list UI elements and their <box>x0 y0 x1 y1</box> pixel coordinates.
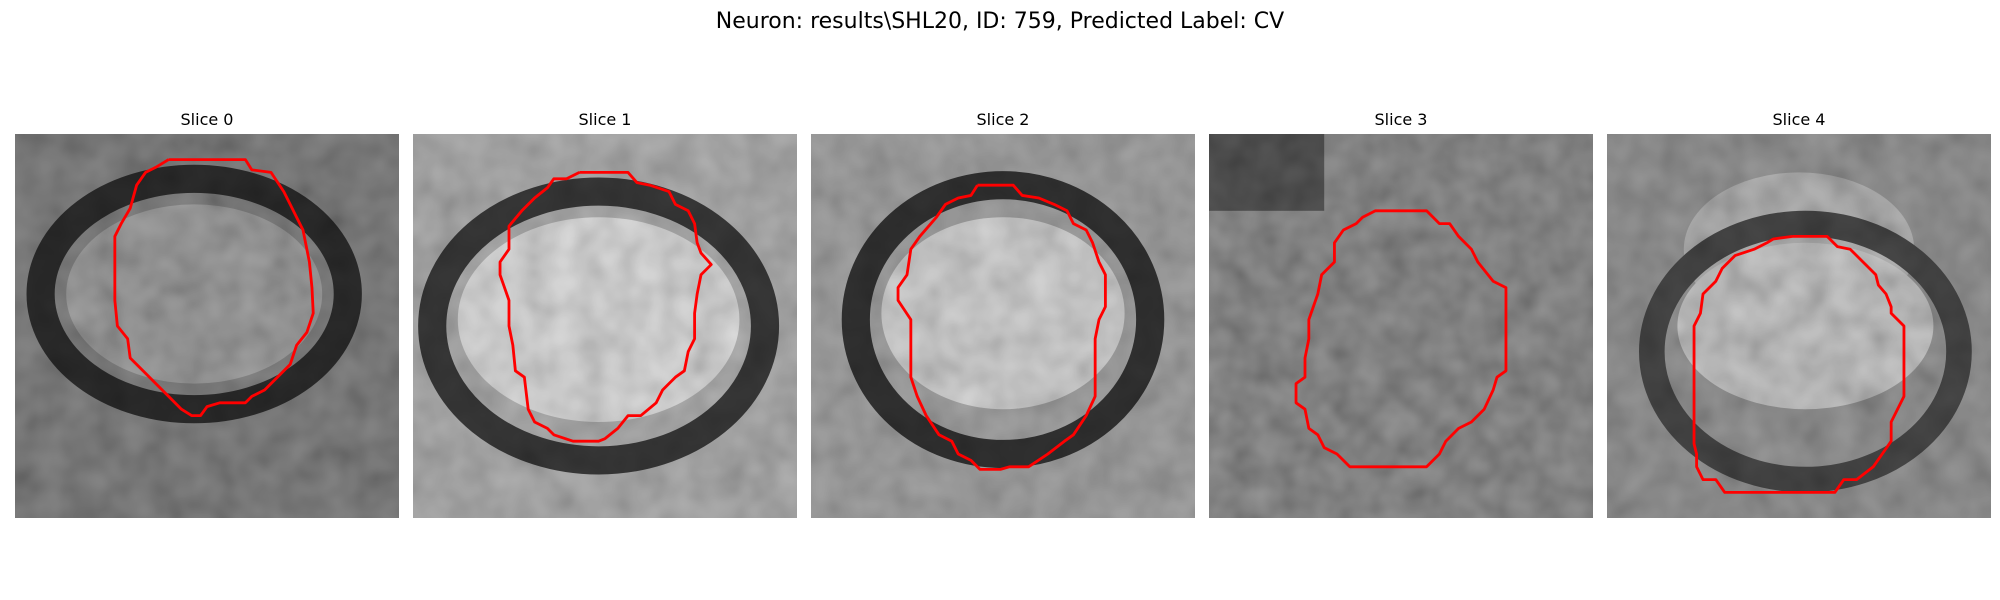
panel-title-slice-4: Slice 4 <box>1772 110 1826 129</box>
contour-line <box>1692 234 1906 494</box>
slice-image-2 <box>811 134 1195 518</box>
contour-line <box>498 170 713 443</box>
panel-title-slice-1: Slice 1 <box>578 110 632 129</box>
contour-line <box>896 183 1107 471</box>
contour-line <box>1294 209 1508 469</box>
panel-title-slice-3: Slice 3 <box>1374 110 1428 129</box>
figure-title: Neuron: results\SHL20, ID: 759, Predicte… <box>715 9 1285 34</box>
slice-image-4 <box>1607 134 1991 518</box>
slice-image-0 <box>15 134 399 518</box>
contour-line <box>113 158 315 418</box>
slice-image-1 <box>413 134 797 518</box>
slice-image-3 <box>1209 134 1593 518</box>
panel-title-slice-0: Slice 0 <box>180 110 234 129</box>
panel-title-slice-2: Slice 2 <box>976 110 1030 129</box>
